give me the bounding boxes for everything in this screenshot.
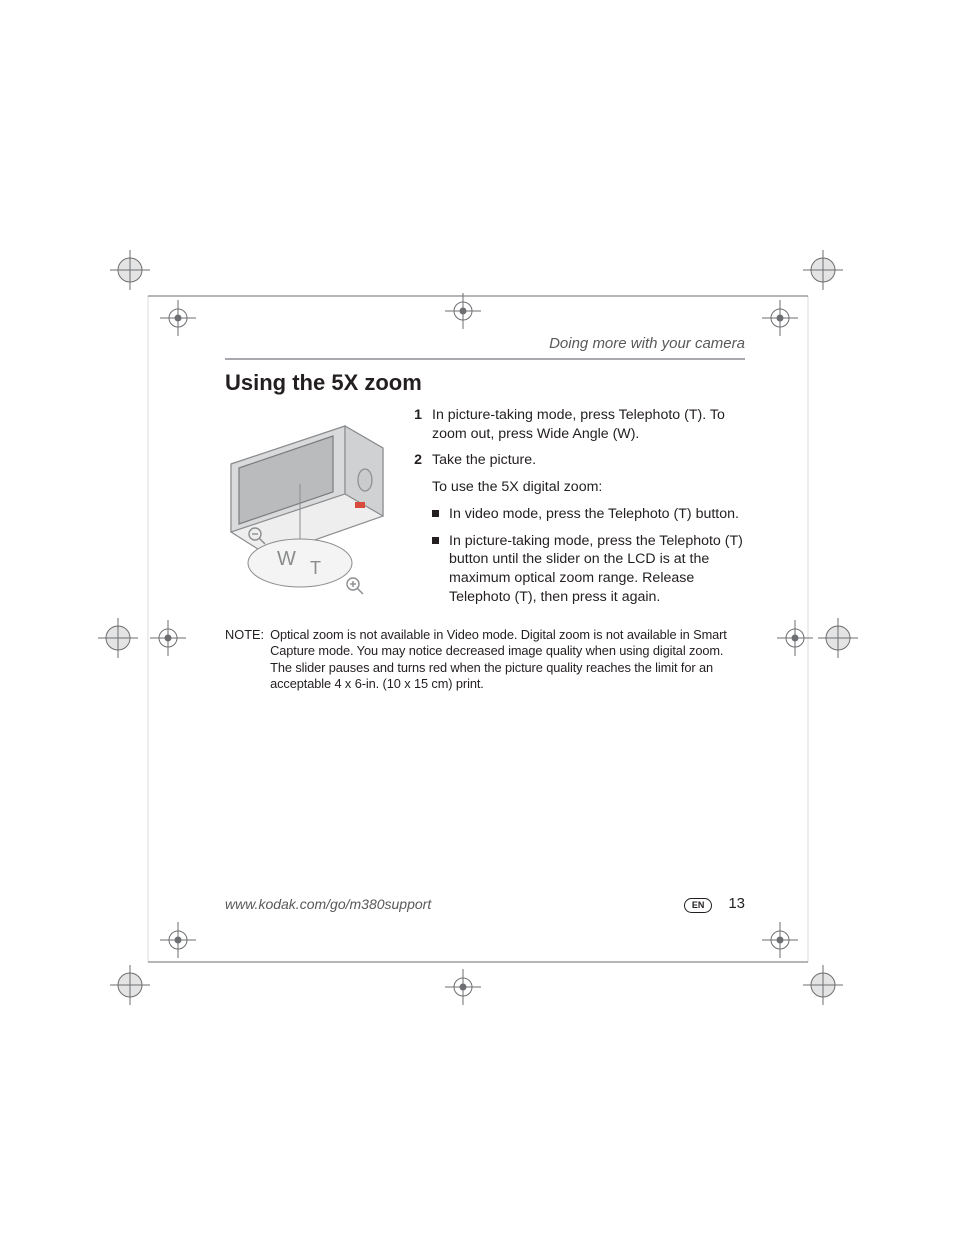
step-text: In picture-taking mode, press Telephoto … — [432, 406, 745, 443]
camera-illustration: W T — [225, 406, 390, 615]
bullet-item: In picture-taking mode, press the Teleph… — [432, 532, 745, 607]
step-number: 1 — [410, 406, 422, 443]
bullet-item: In video mode, press the Telephoto (T) b… — [432, 505, 745, 524]
page-number: 13 — [728, 895, 745, 912]
square-bullet-icon — [432, 510, 439, 517]
running-head: Doing more with your camera — [225, 335, 745, 352]
page-body: Doing more with your camera Using the 5X… — [225, 335, 745, 693]
zoom-in-label: T — [310, 558, 321, 578]
bullet-text: In picture-taking mode, press the Teleph… — [449, 532, 745, 607]
zoom-out-label: W — [277, 548, 296, 570]
instructions: 1 In picture-taking mode, press Telephot… — [410, 406, 745, 615]
camera-svg: W T — [225, 406, 390, 601]
note-label: NOTE: — [225, 627, 264, 694]
note-block: NOTE: Optical zoom is not available in V… — [225, 627, 745, 694]
bullet-text: In video mode, press the Telephoto (T) b… — [449, 505, 739, 524]
square-bullet-icon — [432, 537, 439, 544]
step-item: 2 Take the picture. — [410, 451, 745, 470]
step-text: Take the picture. — [432, 451, 745, 470]
step-item: 1 In picture-taking mode, press Telephot… — [410, 406, 745, 443]
magnifier-plus-icon — [347, 578, 363, 594]
language-badge: EN — [684, 898, 713, 913]
step-number: 2 — [410, 451, 422, 470]
page-footer: www.kodak.com/go/m380support EN 13 — [225, 895, 745, 913]
footer-right: EN 13 — [684, 895, 745, 913]
horizontal-rule — [225, 358, 745, 360]
page-title: Using the 5X zoom — [225, 370, 745, 396]
support-url: www.kodak.com/go/m380support — [225, 896, 431, 912]
note-text: Optical zoom is not available in Video m… — [270, 627, 745, 694]
sub-intro: To use the 5X digital zoom: — [432, 478, 745, 497]
